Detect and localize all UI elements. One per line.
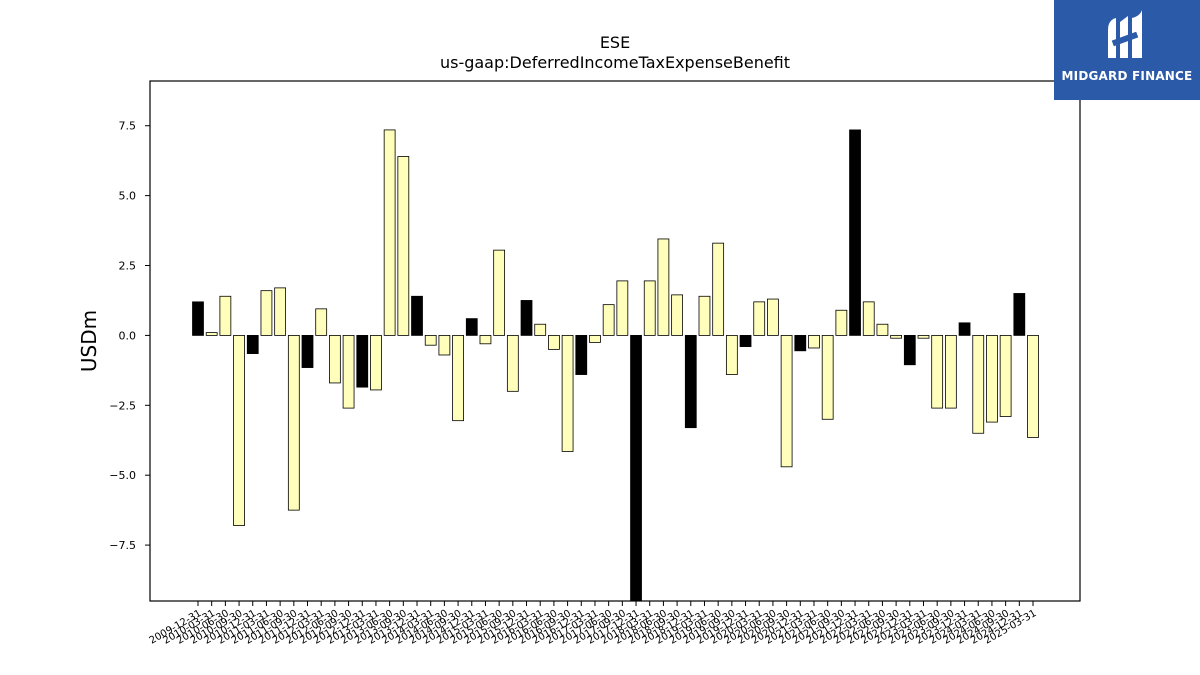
bar-2021-06-30 [821, 335, 834, 420]
brand-logo: MIDGARD FINANCE [1054, 0, 1200, 100]
bar-2014-03-31 [424, 335, 437, 346]
bar-2017-06-30 [602, 304, 615, 336]
bar-2013-06-30 [383, 129, 396, 336]
bar-2011-06-30 [274, 287, 287, 336]
brand-name: MIDGARD FINANCE [1061, 69, 1193, 83]
bar-2009-12-31 [192, 301, 204, 336]
bar-2020-03-31 [753, 301, 766, 336]
bar-2024-06-30 [986, 335, 998, 423]
bar-2018-09-30 [671, 294, 683, 336]
bar-2014-12-31 [465, 318, 478, 336]
bar-2010-09-30 [233, 335, 245, 526]
bar-2012-09-30 [342, 335, 355, 409]
x-axis: 2009-12-312010-03-312010-06-302010-09-30… [148, 601, 1039, 647]
bar-2022-09-30 [890, 335, 902, 339]
bar-2020-12-31 [794, 335, 807, 352]
midgard-logo-icon [1108, 10, 1142, 58]
bar-2017-12-31 [630, 335, 642, 602]
bar-2023-12-31 [958, 322, 971, 336]
bar-2011-09-30 [287, 335, 300, 511]
bar-2021-03-31 [808, 335, 820, 349]
bar-2012-03-31 [315, 308, 328, 336]
y-tick-label: 2.5 [119, 260, 137, 273]
bar-2024-12-31 [1013, 293, 1026, 336]
bar-2015-09-30 [506, 335, 519, 392]
y-tick-label: 7.5 [119, 120, 137, 133]
bar-2016-06-30 [548, 335, 560, 350]
bar-2023-09-30 [944, 335, 957, 409]
y-tick-label: 0.0 [119, 329, 137, 342]
bar-2016-03-31 [534, 323, 547, 336]
y-tick-label: −2.5 [109, 399, 136, 412]
bar-2018-12-31 [684, 335, 697, 429]
y-tick-label: −5.0 [109, 469, 136, 482]
chart-title: ESE [600, 33, 630, 52]
bar-2013-12-31 [411, 295, 423, 336]
y-tick-label: 5.0 [119, 190, 137, 203]
bar-2020-09-30 [780, 335, 793, 468]
bar-2019-06-30 [712, 242, 725, 336]
bar-2017-09-30 [616, 280, 629, 336]
bar-2022-12-31 [903, 335, 916, 366]
chart-subtitle: us-gaap:DeferredIncomeTaxExpenseBenefit [440, 53, 790, 72]
bar-2022-06-30 [876, 323, 889, 336]
bar-2019-09-30 [725, 335, 738, 375]
bar-2016-12-31 [575, 335, 588, 375]
bar-2023-03-31 [917, 335, 930, 339]
bar-2011-03-31 [260, 290, 273, 336]
bar-2010-06-30 [219, 295, 232, 336]
y-tick-label: −7.5 [109, 539, 136, 552]
bar-2011-12-31 [301, 335, 314, 368]
bar-2013-03-31 [370, 335, 382, 391]
bar-2012-12-31 [356, 335, 369, 388]
bar-2021-09-30 [835, 309, 848, 336]
bar-2018-06-30 [657, 238, 670, 336]
bar-2023-06-30 [931, 335, 944, 409]
bar-2012-06-30 [329, 335, 341, 384]
bar-2017-03-31 [589, 335, 601, 343]
bar-2015-03-31 [479, 335, 492, 345]
bar-2016-09-30 [561, 335, 574, 452]
bar-2015-06-30 [493, 249, 506, 336]
bar-2014-09-30 [452, 335, 464, 422]
bar-2014-06-30 [438, 335, 451, 356]
plot-frame [149, 80, 1081, 602]
bars [192, 129, 1039, 602]
bar-2013-09-30 [397, 156, 410, 336]
bar-2019-12-31 [739, 335, 752, 347]
bar-2020-06-30 [767, 298, 779, 336]
bar-2010-12-31 [246, 335, 259, 354]
bar-2024-09-30 [999, 335, 1012, 417]
bar-2010-03-31 [205, 332, 218, 336]
bar-2018-03-31 [643, 280, 656, 336]
bar-2024-03-31 [972, 335, 985, 434]
bar-2015-12-31 [520, 300, 533, 336]
y-axis-label: USDm [77, 310, 101, 372]
y-axis: −7.5 −5.0 −2.5 0.0 2.5 5.0 7.5 [109, 120, 150, 552]
bar-2022-03-31 [862, 301, 875, 336]
bar-2025-03-31 [1027, 335, 1039, 438]
bar-2019-03-31 [698, 295, 711, 336]
bar-2021-12-31 [849, 129, 861, 336]
